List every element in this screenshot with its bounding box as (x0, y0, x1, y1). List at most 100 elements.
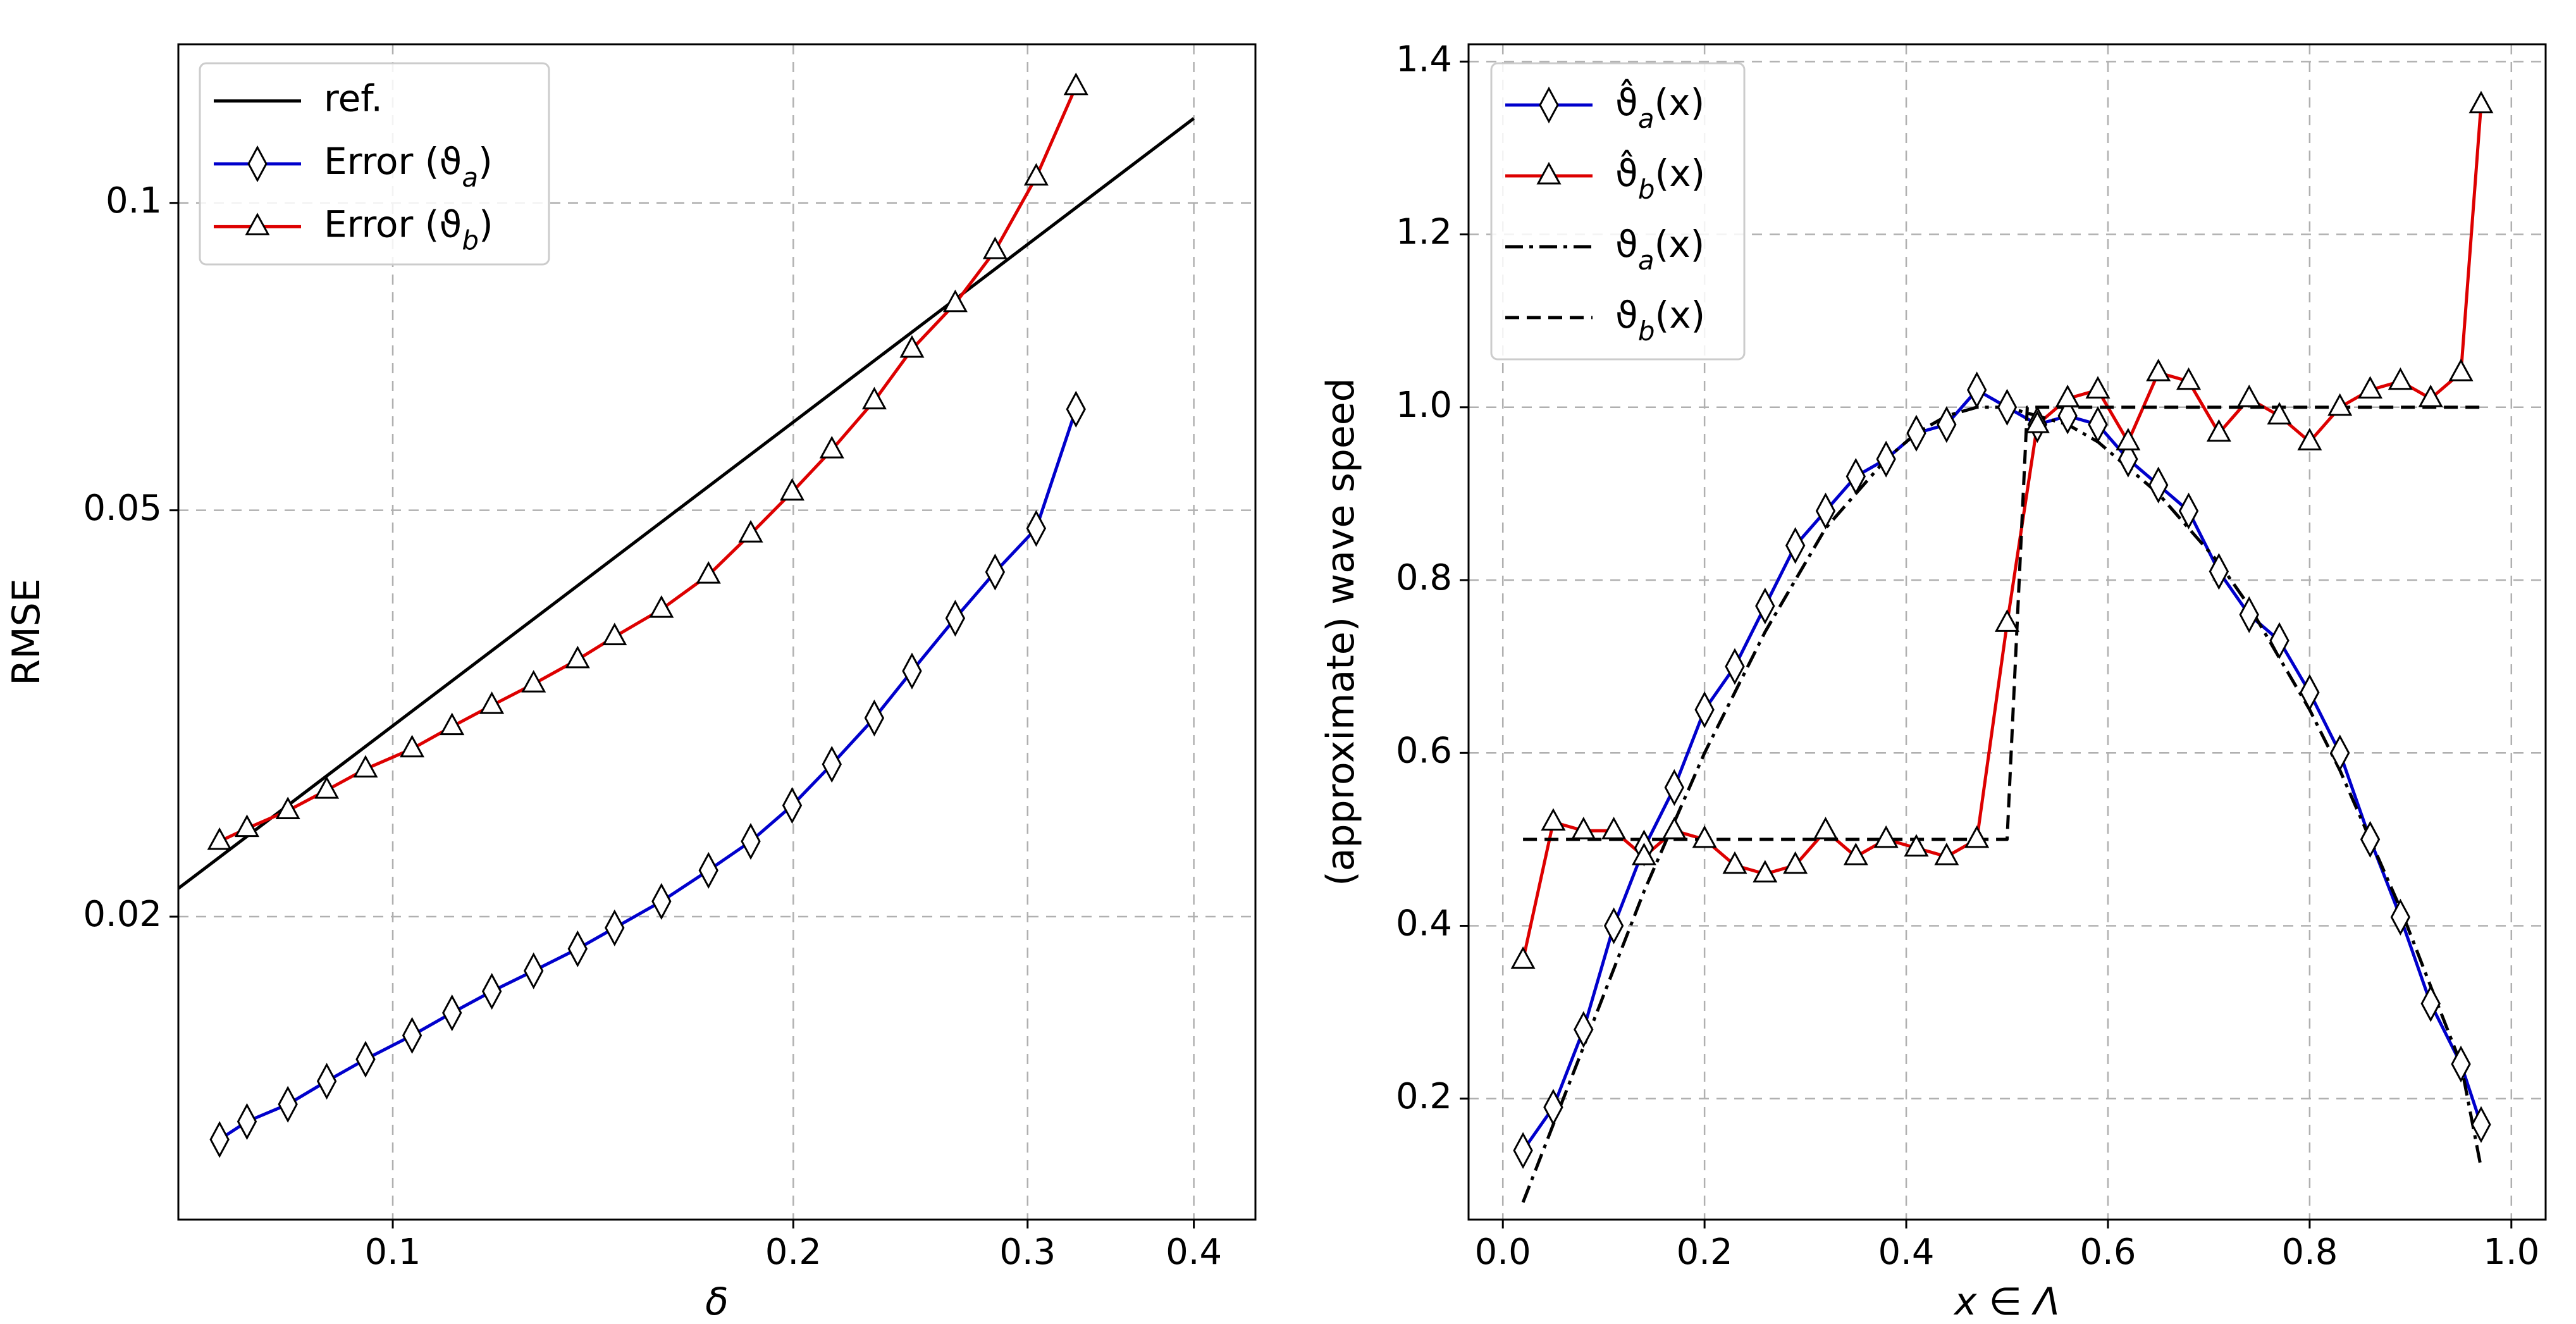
series-line-1 (218, 409, 1078, 1141)
legend: ϑ̂a(x)ϑ̂b(x)ϑa(x)ϑb(x) (1490, 62, 1746, 361)
series-2-point-21 (1063, 72, 1088, 96)
y-tick-label-1: 0.05 (83, 488, 162, 529)
legend-label-suffix: (x) (1655, 294, 1706, 337)
series-0-point-32 (2471, 1106, 2491, 1143)
x-tick-label-1: 0.2 (1677, 1232, 1733, 1273)
series-2-point-17 (899, 335, 925, 358)
series-0-point-12 (1876, 440, 1896, 478)
series-0-point-3 (1603, 907, 1624, 944)
series-1-point-31 (2448, 359, 2474, 381)
legend-label-main: Error (ϑ (324, 202, 462, 245)
series-0-point-14 (1937, 405, 1957, 443)
series-2-point-4 (353, 755, 378, 778)
series-1-point-3 (316, 1063, 337, 1100)
series-1-point-16 (1994, 609, 2020, 632)
x-axis-label: x ∈ Λ (1953, 1280, 2060, 1324)
legend-label-main: ref. (324, 77, 383, 120)
series-line-2 (219, 85, 1078, 843)
legend-label-2: ϑa(x) (1615, 223, 1704, 276)
series-1-point-3 (1601, 817, 1627, 839)
legend-label-suffix: (x) (1655, 152, 1706, 195)
series-1-point-20 (1026, 510, 1047, 547)
series-0-point-28 (2360, 820, 2381, 858)
series-2-point-13 (738, 519, 763, 543)
series-1-point-32 (2468, 90, 2494, 114)
series-0-point-10 (1815, 492, 1836, 529)
series-1-point-4 (1631, 843, 1656, 865)
series-2-point-19 (982, 237, 1008, 259)
series-0-point-8 (1755, 587, 1775, 625)
series-0-point-30 (2420, 985, 2441, 1022)
series-1-point-26 (2297, 428, 2322, 450)
series-1-point-4 (355, 1041, 376, 1078)
series-0-point-13 (1906, 414, 1926, 452)
series-2-point-18 (942, 289, 968, 312)
y-axis-label: (approximate) wave speed (1319, 378, 1363, 886)
legend: ref.Error (ϑa)Error (ϑb) (199, 62, 550, 266)
series-0-point-22 (2178, 492, 2199, 529)
legend-label-2: Error (ϑb) (324, 202, 493, 256)
legend-label-suffix: (x) (1655, 223, 1705, 266)
legend-label-subscript: b (1638, 316, 1655, 347)
x-tick-label-4: 0.8 (2281, 1232, 2338, 1273)
y-tick-label-2: 0.6 (1396, 730, 1452, 771)
series-0-point-18 (2057, 397, 2078, 435)
x-tick-label-0: 0.0 (1475, 1232, 1531, 1273)
series-0-point-31 (2451, 1045, 2471, 1083)
series-1-point-21 (1066, 390, 1086, 428)
y-tick-label-1: 0.4 (1396, 903, 1452, 944)
series-1-point-14 (782, 787, 803, 824)
legend-label-main: Error (ϑ (324, 140, 462, 183)
series-0-point-1 (1543, 1089, 1563, 1126)
series-1-point-13 (741, 822, 761, 860)
series-2-point-14 (779, 478, 805, 501)
series-1-point-8 (523, 952, 544, 989)
legend-label-suffix: (x) (1655, 81, 1705, 124)
series-2-point-12 (696, 561, 721, 584)
series-0-point-24 (2239, 596, 2259, 633)
markers-group (207, 72, 1088, 1158)
series-1-point-20 (2116, 428, 2141, 450)
legend-label-0: ref. (324, 77, 383, 120)
series-2-point-16 (861, 387, 887, 410)
legend-label-subscript: a (1638, 103, 1655, 134)
legend-marker-1 (247, 145, 268, 183)
series-0-point-16 (1997, 388, 2018, 426)
series-1-point-28 (2358, 376, 2383, 399)
series-1-point-11 (1843, 843, 1868, 865)
y-tick-label-0: 0.2 (1396, 1076, 1452, 1117)
markers-group (1510, 90, 2494, 1169)
legend-label-main: ϑ̂ (1615, 79, 1638, 125)
plot-frame (1467, 43, 2547, 1221)
legend-label-subscript: b (1638, 174, 1655, 205)
series-2-point-1 (234, 814, 260, 838)
series-0-point-11 (1846, 457, 1866, 495)
series-1-point-2 (1571, 817, 1596, 839)
legend-label-subscript: b (462, 225, 479, 256)
legend-label-1: ϑ̂b(x) (1615, 150, 1705, 205)
series-2-point-0 (207, 827, 232, 850)
legend-box (199, 62, 550, 266)
series-1-point-19 (2085, 376, 2111, 399)
series-1-point-18 (2055, 385, 2080, 407)
series-0-point-19 (2088, 405, 2108, 443)
series-0-point-7 (1725, 648, 1745, 685)
left-chart-rmse: 0.1 0.2 0.3 0.4 0.02 0.05 0.1 δ RMSE ref. Error (ϑ… (4, 43, 1257, 1324)
series-1-point-24 (2236, 385, 2262, 407)
legend-label-main: ϑ (1615, 223, 1638, 266)
series-1-point-5 (1661, 817, 1687, 839)
series-0-point-2 (1574, 1011, 1594, 1048)
x-axis-label: δ (705, 1280, 729, 1324)
series-1-point-25 (2267, 402, 2292, 424)
series-0-point-27 (2330, 734, 2350, 772)
legend-label-0: ϑ̂a(x) (1615, 79, 1704, 134)
series-0-point-21 (2148, 466, 2169, 504)
series-1-point-23 (2206, 419, 2231, 442)
series-1-point-14 (1934, 843, 1959, 865)
series-1-point-1 (1541, 808, 1566, 831)
series-0-point-20 (2118, 440, 2138, 478)
series-1-point-8 (1753, 860, 1778, 883)
series-2-point-10 (602, 622, 627, 645)
plot-frame (177, 43, 1257, 1221)
legend-label-suffix: ) (478, 140, 493, 183)
